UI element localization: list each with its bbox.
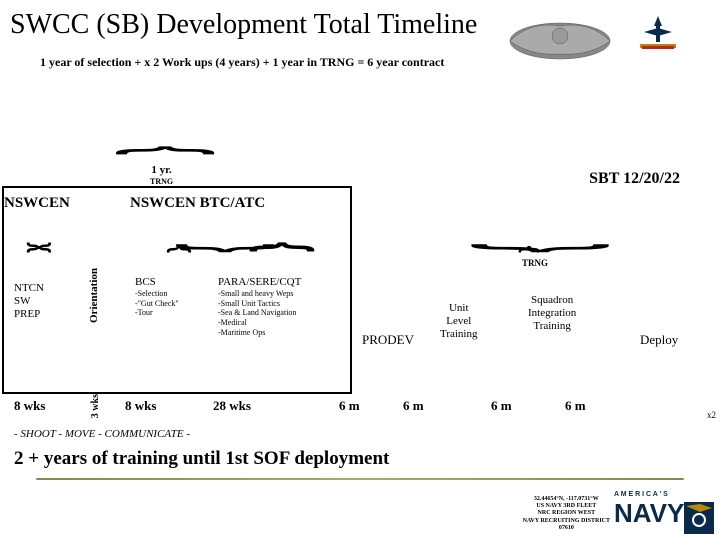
dur-6: 6 m bbox=[383, 398, 461, 414]
bcs-b2: -"Gut Check" bbox=[135, 299, 179, 309]
para-title: PARA/SERE/CQT bbox=[218, 276, 301, 289]
dur-8: 6 m bbox=[539, 398, 599, 414]
brace-icon: ⏞ bbox=[114, 158, 216, 175]
dur-5: 6 m bbox=[305, 398, 383, 414]
dur-1: 8 wks bbox=[14, 398, 84, 414]
conclusion: 2 + years of training until 1st SOF depl… bbox=[14, 448, 389, 470]
para-b1: -Small and heavy Weps bbox=[218, 289, 301, 299]
unit-block: Unit Level Training bbox=[440, 302, 478, 342]
bcs-b3: -Tour bbox=[135, 308, 179, 318]
ntcn-l3: PREP bbox=[14, 308, 44, 321]
svg-text:A M E R I C A ' S: A M E R I C A ' S bbox=[614, 491, 668, 498]
brace-icon: ⏞ bbox=[26, 256, 51, 271]
dur-7: 6 m bbox=[461, 398, 539, 414]
ntcn-block: NTCN SW PREP bbox=[14, 282, 44, 322]
sbt-label: SBT 12/20/22 bbox=[589, 170, 680, 188]
navy-logo-icon: A M E R I C A ' S NAVY bbox=[614, 484, 714, 534]
sq-l1: Squadron bbox=[528, 294, 576, 307]
footer-l1: 32.44654°N, -117.0731°W bbox=[523, 496, 610, 503]
deploy-label: Deploy bbox=[640, 332, 678, 348]
footer-l2: US NAVY 3RD FLEET bbox=[523, 503, 610, 510]
dur-3: 8 wks bbox=[107, 398, 185, 414]
brace-icon: ⏟ bbox=[26, 223, 51, 238]
sq-l2: Integration bbox=[528, 307, 576, 320]
para-block: PARA/SERE/CQT -Small and heavy Weps -Sma… bbox=[218, 276, 301, 337]
squadron-block: Squadron Integration Training bbox=[528, 294, 576, 334]
brace-icon: ⏟ bbox=[174, 223, 276, 240]
bcs-block: BCS -Selection -"Gut Check" -Tour bbox=[135, 276, 179, 318]
x2-label: x2 bbox=[707, 410, 716, 420]
prodev-label: PRODEV bbox=[362, 332, 414, 348]
nswcen-btc-label: NSWCEN BTC/ATC bbox=[130, 195, 265, 212]
bcs-b1: -Selection bbox=[135, 289, 179, 299]
brace-icon: ⏟ bbox=[469, 223, 612, 240]
orientation-label: Orientation bbox=[88, 268, 100, 323]
footer-l3: NRC REGION WEST bbox=[523, 510, 610, 517]
svg-text:NAVY: NAVY bbox=[614, 498, 684, 528]
dur-4: 28 wks bbox=[185, 398, 305, 414]
para-b5: -Maritime Ops bbox=[218, 328, 301, 338]
para-b2: -Small Unit Tactics bbox=[218, 299, 301, 309]
brace-icon: ⏞ bbox=[166, 256, 191, 271]
unit-l1: Unit bbox=[440, 302, 478, 315]
ntcn-l1: NTCN bbox=[14, 282, 44, 295]
tagline: - SHOOT - MOVE - COMMUNICATE - bbox=[14, 428, 190, 440]
divider bbox=[36, 478, 684, 480]
swcc-emblem-icon bbox=[490, 6, 690, 66]
sq-l3: Training bbox=[528, 320, 576, 333]
para-b4: -Medical bbox=[218, 318, 301, 328]
dur-2: 3 wks bbox=[90, 394, 101, 418]
para-b3: -Sea & Land Navigation bbox=[218, 308, 301, 318]
footer-l5: 07610 bbox=[523, 525, 610, 532]
brace-icon: ⏞ bbox=[248, 256, 315, 276]
footer-block: 32.44654°N, -117.0731°W US NAVY 3RD FLEE… bbox=[523, 496, 610, 532]
ntcn-l2: SW bbox=[14, 295, 44, 308]
unit-l3: Training bbox=[440, 328, 478, 341]
unit-l2: Level bbox=[440, 315, 478, 328]
brace-icon: ⏞ bbox=[518, 256, 540, 271]
bcs-title: BCS bbox=[135, 276, 179, 289]
footer-l4: NAVY RECRUITING DISTRICT bbox=[523, 518, 610, 525]
durations-row: 8 wks 3 wks 8 wks 28 wks 6 m 6 m 6 m 6 m bbox=[14, 394, 599, 418]
nswcen-label: NSWCEN bbox=[4, 195, 70, 212]
